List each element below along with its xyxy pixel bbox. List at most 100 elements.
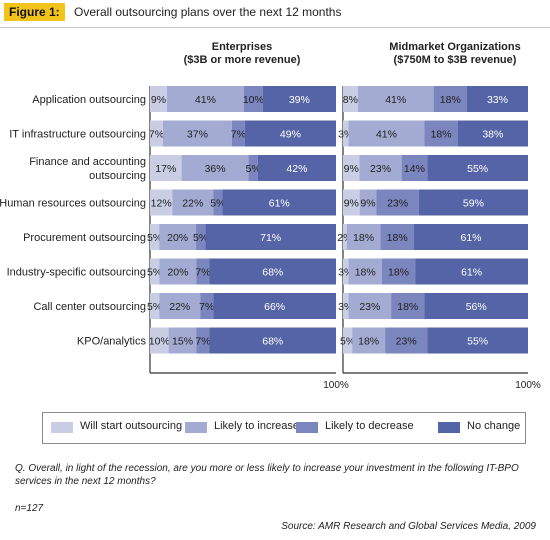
bar-segment (159, 224, 197, 250)
bar-segment (433, 86, 467, 112)
bar-segment (172, 189, 214, 216)
category-label: KPO/analytics (77, 336, 147, 348)
data-label: 22% (169, 301, 190, 313)
data-label: 42% (286, 163, 307, 175)
bar-segment (150, 155, 182, 181)
data-label: 9% (344, 198, 359, 210)
category-label: outsourcing (89, 170, 146, 182)
sample-size: n=127 (15, 503, 44, 514)
data-label: 5% (147, 267, 162, 279)
data-label: 9% (151, 94, 166, 106)
bar-segment (150, 86, 167, 112)
bar-segment (243, 86, 263, 112)
bar-segment (150, 327, 169, 354)
data-label: 20% (167, 232, 188, 244)
legend-swatch (185, 422, 207, 433)
bar-segment (159, 293, 201, 319)
bar-segment (376, 189, 419, 216)
figure-header: Figure 1: Overall outsourcing plans over… (0, 0, 550, 28)
bar-segment (385, 327, 428, 354)
data-label: 18% (355, 267, 376, 279)
bar-segment (427, 155, 528, 181)
stacked-bar-chart: Enterprises($3B or more revenue) 100% Midm… (0, 41, 541, 391)
bar-segment (359, 189, 377, 216)
bar-segment (150, 224, 160, 250)
bar-segment (415, 258, 528, 285)
bar-segment (343, 293, 349, 319)
header-divider (0, 27, 550, 28)
data-label: 37% (187, 129, 208, 141)
bar-segment (348, 293, 392, 319)
data-label: 68% (262, 267, 283, 279)
bar-segment (244, 120, 336, 147)
data-label: 68% (262, 336, 283, 348)
bar-segment (414, 224, 528, 250)
bar-segment (348, 120, 425, 147)
bar-segment (150, 293, 160, 319)
data-label: 12% (151, 198, 172, 210)
category-label: Call center outsourcing (33, 301, 146, 313)
bar-segment (343, 120, 349, 147)
data-label: 18% (353, 232, 374, 244)
bar-segment (150, 258, 160, 285)
data-label: 22% (182, 198, 203, 210)
data-label: 41% (195, 94, 216, 106)
data-label: 49% (280, 129, 301, 141)
data-label: 18% (388, 267, 409, 279)
bar-segment (257, 155, 336, 181)
bar-segment (380, 224, 415, 250)
data-label: 8% (343, 94, 358, 106)
data-label: 5% (193, 232, 208, 244)
bar-segment (213, 293, 336, 319)
data-label: 18% (431, 129, 452, 141)
data-label: 7% (199, 301, 214, 313)
data-label: 5% (246, 163, 261, 175)
data-label: 18% (397, 301, 418, 313)
data-label: 41% (376, 129, 397, 141)
bar-segment (381, 258, 416, 285)
data-label: 7% (149, 129, 164, 141)
data-label: 71% (260, 232, 281, 244)
figure-tag: Figure 1: (4, 3, 65, 21)
bar-segment (418, 189, 528, 216)
axis-tick-label: 100% (515, 380, 541, 391)
panel-title: Enterprises (212, 41, 273, 53)
legend-label: Likely to decrease (325, 420, 414, 432)
source-note: Source: AMR Research and Global Services… (281, 521, 536, 532)
bar-segment (424, 120, 458, 147)
bar-segment (166, 86, 244, 112)
bar-segment (150, 120, 164, 147)
bar-segment (343, 189, 360, 216)
legend-label: No change (467, 420, 521, 432)
data-label: 17% (155, 163, 176, 175)
data-label: 59% (463, 198, 484, 210)
data-label: 10% (243, 94, 264, 106)
category-label: Finance and accounting (29, 156, 146, 168)
data-label: 23% (396, 336, 417, 348)
bar-segment (181, 155, 249, 181)
category-label: Industry-specific outsourcing (7, 267, 146, 279)
survey-question: Q. Overall, in light of the recession, a… (15, 463, 519, 487)
bar-segment (401, 155, 428, 181)
bar-segment (205, 224, 336, 250)
bar-segment (196, 258, 210, 285)
panel-title: ($3B or more revenue) (184, 54, 301, 66)
bar-segment (196, 327, 210, 354)
legend-label: Likely to increase (214, 420, 299, 432)
data-label: 9% (344, 163, 359, 175)
data-label: 61% (461, 267, 482, 279)
data-label: 5% (147, 301, 162, 313)
category-label: Application outsourcing (32, 94, 146, 106)
bar-segment (209, 258, 336, 285)
bar-segment (200, 293, 214, 319)
category-label: Human resources outsourcing (0, 198, 146, 210)
data-label: 41% (385, 94, 406, 106)
category-label: IT infrastructure outsourcing (9, 129, 146, 141)
category-label: Procurement outsourcing (23, 232, 146, 244)
data-label: 18% (387, 232, 408, 244)
data-label: 5% (210, 198, 225, 210)
data-label: 39% (289, 94, 310, 106)
bar-segment (424, 293, 528, 319)
data-label: 10% (149, 336, 170, 348)
legend-swatch (438, 422, 460, 433)
